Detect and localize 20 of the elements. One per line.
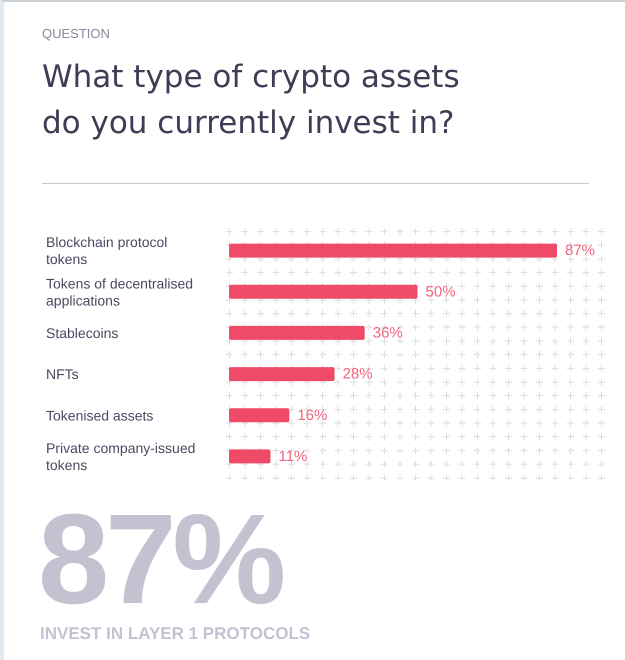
bar [229,367,335,382]
bar [229,284,418,299]
text: QUESTION [42,26,110,41]
bar [229,326,365,340]
y-tick-label: Blockchain protocol tokens [46,234,168,268]
data-label: 16% [297,406,328,424]
y-tick-label: Stablecoins [46,324,118,341]
bar [229,244,557,258]
y-tick-label: NFTs [46,366,79,382]
y-tick-label: Tokenised assets [46,407,154,424]
data-label: 28% [342,366,373,383]
bar [229,449,270,464]
data-label: 11% [278,448,308,465]
bar [229,408,290,422]
data-label: 87% [565,242,596,260]
y-tick-label: Tokens of decentralised applications [46,275,194,308]
y-tick-label: Private company-issued tokens [46,440,196,473]
chart-title: What type of crypto assets do you currently invest in? [42,58,460,143]
data-label: 36% [372,324,403,342]
data-label: 50% [426,283,456,300]
